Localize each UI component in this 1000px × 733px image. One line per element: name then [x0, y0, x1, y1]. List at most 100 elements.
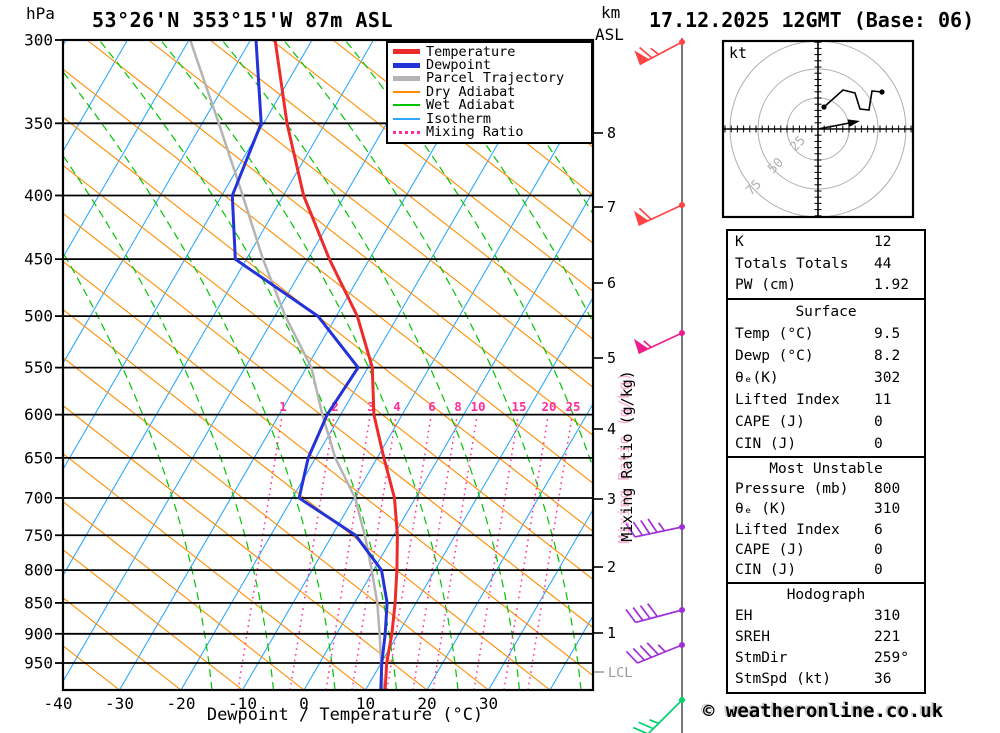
table-row: CIN (J) 0 — [728, 560, 924, 580]
wind-barb-pennant — [633, 210, 649, 226]
wind-barb-shaft — [638, 332, 683, 355]
table-row: Dewp (°C) 8.2 — [728, 345, 924, 367]
wet-adiabat-line — [98, 40, 398, 690]
temp-tick-label: 0 — [299, 694, 309, 713]
table-row-value: 11 — [874, 391, 892, 408]
table-row-value: 221 — [874, 628, 901, 645]
mixing-ratio-line — [237, 409, 284, 690]
legend-sample-line — [393, 117, 420, 120]
wind-barb-shaft — [635, 609, 683, 624]
isotherm-line — [180, 40, 559, 690]
mixing-ratio-value-label: 6 — [428, 399, 436, 414]
wet-adiabat-line — [160, 40, 459, 690]
dry-adiabat-line — [63, 501, 305, 690]
mixing-ratio-line — [527, 409, 574, 690]
hodograph-ring-label: 50 — [765, 155, 787, 177]
mixing-ratio-value-label: 1 — [279, 399, 287, 414]
dry-adiabat-line — [63, 645, 120, 690]
mixing-ratio-value-label: 4 — [393, 399, 401, 414]
mixing-ratio-line — [432, 409, 479, 690]
km-tick-label: 6 — [607, 274, 616, 292]
pressure-tick-label: 800 — [24, 561, 53, 580]
wet-adiabat-line — [283, 40, 582, 690]
mixing-ratio-line — [351, 409, 398, 690]
wind-barb-full — [639, 46, 653, 59]
wind-barb-full — [647, 518, 658, 533]
plot-frame — [61, 38, 595, 692]
isotherm-line — [63, 40, 374, 577]
table-row-label: Dewp (°C) — [735, 347, 814, 364]
parcel-trajectory-curve — [189, 40, 385, 690]
hodograph-ring-label: 25 — [787, 133, 809, 155]
legend-item-label: Dry Adiabat — [426, 83, 516, 100]
table-row-label: SREH — [735, 628, 770, 645]
dry-adiabat-line — [271, 40, 593, 292]
table-row: EH 310 — [728, 606, 924, 627]
wind-barb-full — [632, 607, 644, 621]
table-section: K 12 Totals Totals 44 PW (cm) 1.92 — [726, 229, 926, 300]
table-row-label: StmDir — [735, 650, 788, 667]
legend-item-label: Parcel Trajectory — [426, 70, 565, 87]
table-row-label: θₑ (K) — [735, 501, 788, 518]
table-row-label: Temp (°C) — [735, 325, 814, 342]
dry-adiabat-line — [63, 260, 593, 677]
dry-adiabat-line — [63, 356, 489, 690]
table-row-value: 0 — [874, 413, 883, 430]
legend-item: Mixing Ratio — [393, 124, 591, 140]
wet-adiabat-line — [63, 70, 336, 690]
isotherm-line — [303, 190, 593, 690]
wind-barb-full — [625, 650, 639, 664]
wind-barb-full — [632, 521, 644, 536]
hodograph-trace — [823, 89, 883, 111]
wind-barb-dot — [679, 524, 685, 530]
wind-barb-half — [657, 644, 666, 653]
mixing-ratio-value-label: 15 — [511, 399, 526, 414]
table-row-label: CIN (J) — [735, 562, 797, 579]
wind-barb — [633, 202, 685, 227]
table-row-label: Lifted Index — [735, 521, 840, 538]
legend-item: Dewpoint — [393, 57, 591, 73]
pressure-tick-label: 300 — [24, 31, 53, 50]
wind-barb-full — [632, 647, 646, 661]
wet-adiabat-line — [467, 40, 593, 215]
table-row: Totals Totals 44 — [728, 254, 924, 276]
height-axis-unit-label: km — [601, 3, 621, 22]
legend-item-label: Temperature — [426, 43, 516, 60]
isotherm-line — [488, 508, 593, 690]
table-row-value: 310 — [874, 501, 901, 518]
isotherm-line — [63, 40, 190, 259]
table-row-label: StmSpd (kt) — [735, 671, 832, 688]
wet-adiabat-line — [344, 40, 593, 470]
wind-barb-full — [640, 519, 651, 535]
wind-barb-shaft — [638, 204, 683, 227]
wind-barb-half — [650, 47, 660, 56]
dry-adiabat-line — [63, 452, 366, 690]
dry-adiabat-line — [148, 40, 593, 388]
table-row-value: 310 — [874, 607, 901, 624]
wind-barb-full — [638, 207, 652, 220]
isotherm-line — [63, 40, 128, 153]
legend-sample-line — [393, 49, 420, 55]
table-row-value: 259° — [874, 650, 909, 667]
pressure-tick-label: 950 — [24, 654, 53, 673]
km-tick-label: 4 — [607, 420, 616, 438]
table-row-value: 8.2 — [874, 347, 901, 364]
temperature-curve — [273, 40, 399, 690]
x-axis-label: Dewpoint / Temperature (°C) — [206, 705, 484, 725]
storm-motion-arrow-head — [847, 119, 860, 128]
hodograph-trace-start-dot — [821, 104, 827, 110]
wind-barb-full — [647, 603, 659, 618]
pressure-tick-label: 850 — [24, 593, 53, 612]
wind-barb-half — [649, 719, 659, 725]
wind-barb — [632, 697, 685, 733]
mixing-ratio-value-label: 20 — [541, 399, 556, 414]
wind-barb — [625, 642, 685, 664]
wind-barb — [625, 518, 685, 538]
legend-sample-line — [393, 90, 420, 93]
wind-barb-full — [638, 721, 654, 730]
wind-barb-dot — [679, 202, 685, 208]
mixing-ratio-axis-label: Mixing Ratio (g/kg) — [618, 370, 636, 542]
km-tick-label: 8 — [607, 124, 616, 142]
table-row: Pressure (mb) 800 — [728, 479, 924, 499]
wind-barb-dot — [679, 607, 685, 613]
